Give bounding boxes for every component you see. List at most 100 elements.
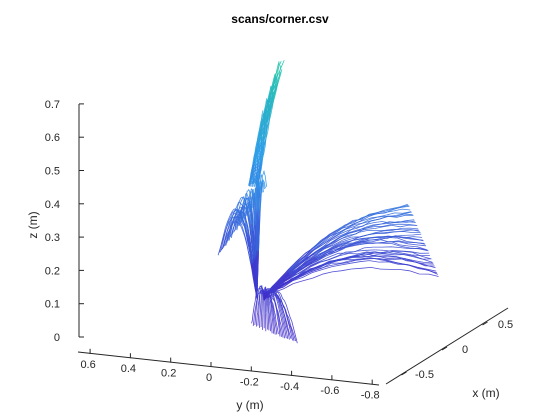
trace-line — [251, 196, 254, 209]
trace-line — [258, 185, 261, 211]
trace-line — [368, 235, 396, 241]
trace-line — [397, 237, 425, 244]
trace-line — [236, 198, 241, 214]
trace-line — [251, 189, 254, 195]
trace-line — [404, 254, 433, 263]
y-tick-label: -0.2 — [240, 376, 259, 388]
trace-line — [312, 234, 338, 252]
trace-line — [263, 170, 266, 176]
trace-line — [292, 269, 322, 281]
y-axis-label: y (m) — [236, 398, 263, 412]
trace-line — [254, 192, 256, 204]
trace-line — [373, 246, 401, 248]
trace-line — [376, 258, 406, 260]
trace-line — [252, 192, 254, 197]
trace-line — [284, 308, 291, 326]
trace-line — [345, 246, 374, 253]
trace-line — [372, 241, 400, 244]
z-tick-label: 0.5 — [45, 166, 60, 178]
trace-line — [403, 254, 432, 260]
trace-line — [404, 258, 434, 264]
trace-line — [385, 208, 411, 213]
trace-line — [279, 300, 286, 310]
trace-line — [364, 222, 390, 228]
trace-line — [359, 209, 385, 220]
trace-line — [395, 233, 422, 237]
trace-line — [389, 219, 415, 223]
y-ticks: 0.6 0.4 0.2 0 -0.2 -0.4 -0.6 -0.8 — [80, 348, 380, 402]
x-ticks: 0.5 0 -0.5 — [401, 319, 513, 381]
trace-line — [249, 199, 252, 211]
trace-line — [258, 118, 266, 141]
trace-line — [265, 118, 270, 139]
trace-line — [242, 193, 247, 205]
trace-line — [287, 247, 313, 273]
trace-line — [275, 291, 282, 295]
trace-line — [280, 293, 287, 306]
trace-line — [262, 179, 265, 184]
trace-line — [321, 262, 351, 271]
trace-line — [271, 77, 276, 99]
trace-line — [234, 212, 239, 232]
trace-line — [244, 217, 250, 235]
trace-line — [348, 257, 377, 263]
trace-line — [268, 289, 274, 293]
trace-line — [407, 264, 437, 272]
trace-line — [277, 317, 281, 337]
trace-line — [283, 318, 289, 339]
trace-line — [268, 301, 270, 316]
trace-line — [388, 214, 414, 218]
trace-line — [265, 288, 267, 291]
x-axis-label: x (m) — [472, 386, 499, 400]
trace-line — [288, 251, 313, 274]
trace-line — [254, 308, 257, 325]
trace-line — [260, 285, 263, 290]
x-tick-label: 0 — [462, 344, 468, 356]
trace-line — [248, 195, 251, 213]
trace-line — [248, 234, 254, 263]
trace-line — [285, 304, 293, 322]
trace-line — [253, 138, 261, 163]
trace-line — [269, 296, 272, 304]
trace-line — [256, 161, 263, 185]
trace-line — [270, 75, 278, 94]
trace-line — [278, 303, 283, 319]
trace-line — [233, 209, 239, 222]
trace-line — [271, 73, 276, 88]
trace-line — [313, 232, 339, 250]
trace-line — [247, 196, 250, 214]
trace-line — [314, 239, 340, 257]
trace-line — [238, 199, 243, 213]
trace-line — [364, 221, 390, 230]
y-tick-label: -0.8 — [361, 390, 380, 402]
trace-line — [244, 237, 252, 265]
trace-line — [257, 310, 260, 326]
trace-line — [258, 209, 261, 251]
trace-line — [374, 249, 402, 254]
trace-layer — [217, 60, 439, 344]
trace-line — [287, 320, 293, 341]
trace-line — [269, 315, 271, 332]
trace-line — [391, 223, 417, 226]
trace-line — [254, 202, 257, 226]
trace-line — [252, 310, 256, 326]
chart-title: scans/corner.csv — [231, 12, 329, 26]
trace-line — [250, 194, 253, 211]
trace-line — [288, 323, 295, 342]
trace-line — [264, 288, 267, 293]
trace-line — [245, 207, 248, 217]
trace-line — [255, 295, 259, 309]
trace-line — [225, 211, 233, 228]
trace-line — [243, 222, 249, 238]
trace-line — [339, 227, 365, 238]
trace-line — [254, 299, 258, 311]
trace-line — [269, 291, 276, 294]
y-axis-line — [77, 351, 380, 386]
trace-line — [291, 321, 298, 344]
trace-line — [344, 239, 372, 244]
trace-line — [236, 201, 243, 207]
trace-line — [409, 270, 439, 277]
trace-line — [253, 230, 256, 260]
trace-line — [322, 268, 352, 275]
trace-line — [342, 239, 370, 250]
